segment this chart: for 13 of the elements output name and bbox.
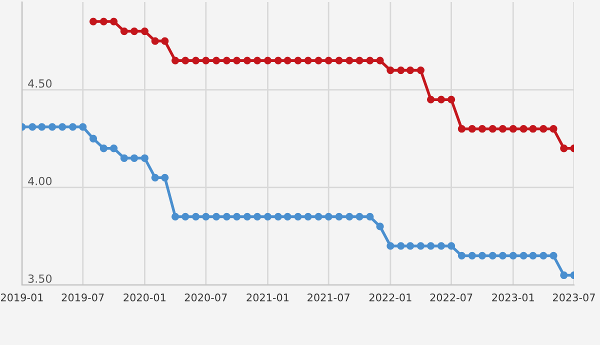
x-tick-label: 2019-01 — [1, 294, 43, 302]
x-tick-label: 2020-07 — [184, 294, 227, 302]
x-tick-label: 2023-07 — [553, 294, 595, 302]
y-tick-label: 3.50 — [28, 274, 52, 283]
y-tick-label: 4.50 — [28, 79, 52, 88]
x-tick-label: 2023-01 — [492, 294, 534, 302]
y-tick-label: 4.00 — [28, 176, 52, 186]
x-tick-label: 2021-01 — [246, 294, 289, 302]
x-tick-label: 2022-07 — [430, 294, 472, 302]
x-tick-label: 2021-07 — [308, 294, 350, 302]
x-tick-label: 2022-01 — [369, 294, 412, 302]
x-tick-label: 2020-01 — [124, 294, 166, 302]
x-tick-label: 2019-07 — [62, 294, 104, 302]
